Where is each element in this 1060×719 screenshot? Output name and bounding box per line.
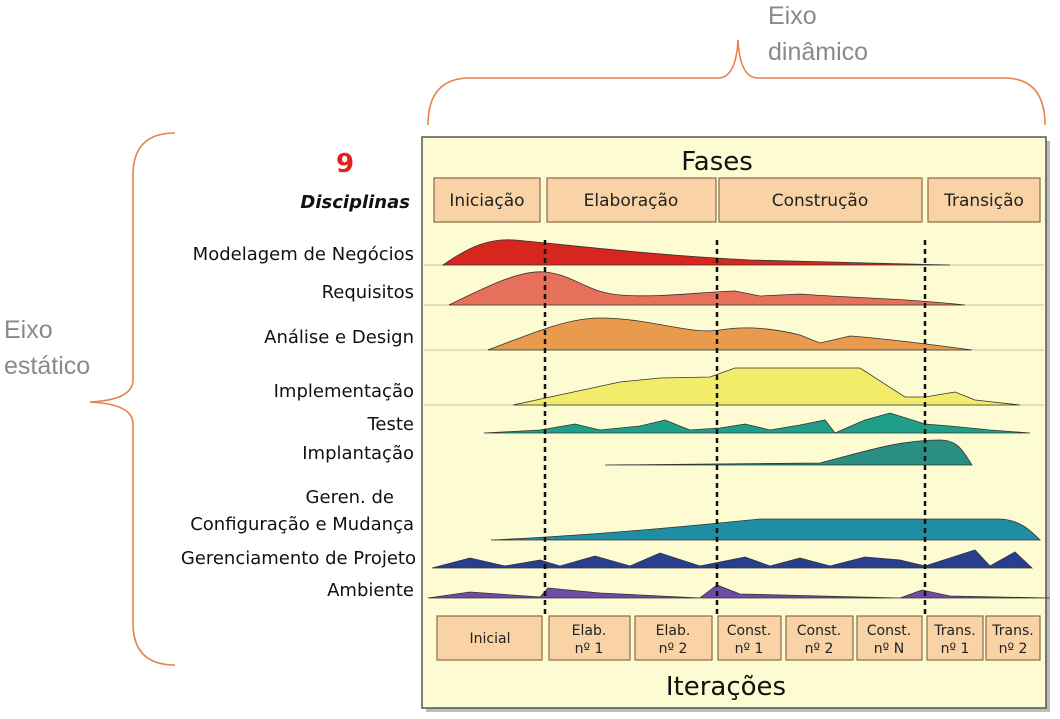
discipline-labels: Modelagem de Negócios Requisitos Análise… bbox=[181, 244, 416, 601]
hump bbox=[512, 367, 1021, 406]
iteration-boxes: Inicial Elab. nº 1 Elab. nº 2 Const. nº 1 C… bbox=[436, 615, 1041, 661]
hump bbox=[490, 518, 1041, 541]
hump bbox=[431, 549, 1034, 569]
iteration-box bbox=[717, 615, 782, 661]
phases-title: Fases bbox=[681, 147, 753, 177]
iteration-box bbox=[856, 615, 923, 661]
phase-box bbox=[718, 177, 923, 223]
iteration-label: Const. nº 2 bbox=[797, 623, 841, 657]
phase-boxes: Iniciação Elaboração Construção Transiçã… bbox=[433, 177, 1041, 223]
iteration-label: Trans. nº 1 bbox=[933, 623, 975, 657]
phase-label: Elaboração bbox=[584, 191, 679, 211]
discipline-label: Configuração e Mudança bbox=[190, 514, 414, 535]
hump bbox=[448, 271, 966, 306]
iteration-label: Elab. nº 2 bbox=[656, 623, 691, 657]
discipline-label: Implementação bbox=[274, 381, 414, 402]
static-axis-label: Eixo estático bbox=[4, 316, 90, 380]
static-axis-brace bbox=[89, 132, 176, 666]
iteration-label: Const. nº N bbox=[867, 623, 911, 657]
hump bbox=[441, 239, 951, 266]
iteration-box bbox=[436, 615, 543, 661]
phase-box bbox=[927, 177, 1041, 223]
discipline-label: Teste bbox=[366, 414, 414, 435]
iteration-label: Inicial bbox=[470, 631, 511, 647]
discipline-label: Requisitos bbox=[322, 282, 414, 303]
hump bbox=[487, 317, 973, 351]
phase-box bbox=[433, 177, 541, 223]
iteration-box bbox=[548, 615, 631, 661]
iteration-label: Const. nº 1 bbox=[727, 623, 771, 657]
hump bbox=[483, 412, 1031, 434]
iteration-box bbox=[926, 615, 984, 661]
phase-label: Iniciação bbox=[449, 191, 524, 211]
discipline-label: Geren. de bbox=[306, 487, 394, 508]
iteration-box bbox=[785, 615, 854, 661]
dynamic-axis-brace bbox=[427, 39, 1046, 126]
iteration-label: Elab. nº 1 bbox=[572, 623, 607, 657]
panel bbox=[421, 136, 1047, 709]
iteration-label: Trans. nº 2 bbox=[991, 623, 1033, 657]
workload-humps bbox=[427, 239, 1051, 599]
iterations-title: Iterações bbox=[666, 672, 786, 702]
hump bbox=[604, 439, 973, 466]
discipline-label: Ambiente bbox=[327, 580, 414, 601]
discipline-label: Gerenciamento de Projeto bbox=[181, 548, 416, 569]
slide-number: 9 bbox=[336, 149, 354, 179]
phase-box bbox=[546, 177, 717, 223]
disciplines-title: Disciplinas bbox=[300, 192, 410, 213]
iteration-box bbox=[634, 615, 713, 661]
discipline-label: Implantação bbox=[302, 443, 414, 464]
phase-label: Transição bbox=[943, 191, 1024, 211]
discipline-label: Análise e Design bbox=[264, 327, 414, 348]
dynamic-axis-label: Eixo dinâmico bbox=[768, 2, 868, 66]
discipline-label: Modelagem de Negócios bbox=[193, 244, 414, 265]
phase-label: Construção bbox=[772, 191, 869, 211]
iteration-box bbox=[985, 615, 1041, 661]
